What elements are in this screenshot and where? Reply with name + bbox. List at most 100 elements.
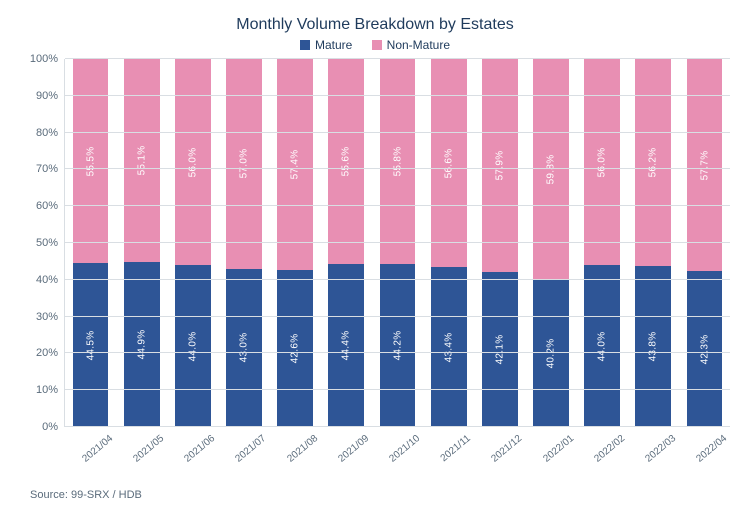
legend-label-non-mature: Non-Mature: [387, 38, 450, 52]
bar-value-mature: 43.8%: [648, 331, 659, 361]
bar-segment-non-mature: 57.0%: [226, 59, 262, 269]
bar-segment-mature: 44.9%: [124, 262, 160, 427]
bar-value-mature: 44.5%: [85, 330, 96, 360]
bar-value-non-mature: 56.2%: [648, 147, 659, 177]
grid-line: [65, 95, 730, 96]
x-tick-label: 2022/01: [541, 433, 576, 465]
bar: 56.0% 44.0%: [584, 59, 620, 427]
y-axis: 0%10%20%30%40%50%60%70%80%90%100%: [20, 59, 64, 427]
y-tick-label: 40%: [36, 274, 58, 286]
bar: 55.5% 44.5%: [73, 59, 109, 427]
bar-segment-non-mature: 56.6%: [431, 59, 467, 267]
bar: 56.2% 43.8%: [635, 59, 671, 427]
bar-segment-non-mature: 57.9%: [482, 59, 518, 272]
swatch-non-mature: [372, 40, 382, 50]
bar-value-mature: 44.0%: [187, 331, 198, 361]
bar-column: 57.7% 42.3%: [679, 59, 730, 427]
chart-title: Monthly Volume Breakdown by Estates: [20, 16, 730, 34]
x-tick-label: 2022/02: [592, 433, 627, 465]
bar: 57.9% 42.1%: [482, 59, 518, 427]
x-tick: 2021/04: [64, 427, 115, 485]
bar-segment-non-mature: 55.8%: [380, 59, 416, 264]
x-tick-label: 2021/11: [439, 433, 473, 464]
bar-segment-mature: 44.5%: [73, 263, 109, 427]
bar-value-non-mature: 57.0%: [239, 149, 250, 179]
bar-segment-non-mature: 57.4%: [277, 59, 313, 270]
bar: 57.7% 42.3%: [687, 59, 723, 427]
bar-segment-mature: 44.0%: [584, 265, 620, 427]
bar-value-non-mature: 55.6%: [341, 146, 352, 176]
grid-line: [65, 168, 730, 169]
grid-line: [65, 279, 730, 280]
bar-column: 56.0% 44.0%: [167, 59, 218, 427]
x-tick-label: 2021/12: [490, 433, 525, 465]
bar-column: 55.5% 44.5%: [65, 59, 116, 427]
bar-value-mature: 42.1%: [494, 335, 505, 365]
grid-line: [65, 205, 730, 206]
bar: 57.0% 43.0%: [226, 59, 262, 427]
swatch-mature: [300, 40, 310, 50]
grid-line: [65, 316, 730, 317]
bar-segment-non-mature: 55.6%: [328, 59, 364, 264]
plot-area: 55.5% 44.5% 55.1% 44.9% 56.0% 44.0% 57.0% 43.0%…: [64, 59, 730, 427]
grid-line: [65, 132, 730, 133]
bar-column: 55.1% 44.9%: [116, 59, 167, 427]
bar-segment-mature: 43.8%: [635, 266, 671, 427]
bar-value-non-mature: 57.7%: [699, 150, 710, 180]
bar: 55.1% 44.9%: [124, 59, 160, 427]
x-tick-label: 2022/04: [695, 433, 730, 465]
x-tick-label: 2021/06: [182, 433, 217, 465]
bar: 59.8%40.2%: [533, 59, 569, 427]
x-tick: 2022/03: [628, 427, 679, 485]
bar-value-non-mature: 55.5%: [85, 146, 96, 176]
bar: 56.0% 44.0%: [175, 59, 211, 427]
bar-segment-non-mature: 57.7%: [687, 59, 723, 271]
y-tick-label: 10%: [36, 384, 58, 396]
bar-segment-non-mature: 55.1%: [124, 59, 160, 262]
bar-column: 55.8% 44.2%: [372, 59, 423, 427]
legend-label-mature: Mature: [315, 38, 352, 52]
source-text: Source: 99-SRX / HDB: [20, 489, 730, 501]
x-tick: 2022/04: [679, 427, 730, 485]
bar-segment-mature: 44.4%: [328, 264, 364, 427]
bar-value-non-mature: 56.0%: [597, 147, 608, 177]
bar-value-mature: 44.9%: [136, 329, 147, 359]
bar-value-mature: 42.3%: [699, 334, 710, 364]
y-tick-label: 90%: [36, 90, 58, 102]
bar-column: 56.2% 43.8%: [628, 59, 679, 427]
bar-value-non-mature: 55.1%: [136, 145, 147, 175]
bar-value-mature: 43.0%: [239, 333, 250, 363]
x-tick-label: 2021/04: [80, 433, 115, 465]
x-tick: 2022/01: [525, 427, 576, 485]
y-tick-label: 0%: [42, 421, 58, 433]
bar-segment-non-mature: 56.0%: [175, 59, 211, 265]
bar-segment-mature: 44.2%: [380, 264, 416, 427]
x-tick-label: 2021/09: [336, 433, 371, 465]
bar-value-non-mature: 57.4%: [290, 150, 301, 180]
bar-value-mature: 44.2%: [392, 331, 403, 361]
x-tick-label: 2022/03: [644, 433, 679, 465]
bar: 55.8% 44.2%: [380, 59, 416, 427]
y-tick-label: 60%: [36, 200, 58, 212]
x-tick: 2021/09: [320, 427, 371, 485]
x-tick: 2021/12: [474, 427, 525, 485]
x-axis: 2021/042021/052021/062021/072021/082021/…: [64, 427, 730, 485]
legend-item-non-mature: Non-Mature: [372, 38, 450, 52]
chart-container: Monthly Volume Breakdown by Estates Matu…: [0, 0, 750, 513]
bar: 55.6% 44.4%: [328, 59, 364, 427]
y-tick-label: 100%: [30, 53, 58, 65]
bar: 56.6% 43.4%: [431, 59, 467, 427]
bar-segment-mature: 42.6%: [277, 270, 313, 427]
bar-column: 56.0% 44.0%: [577, 59, 628, 427]
bar-segment-non-mature: 55.5%: [73, 59, 109, 263]
bar-column: 57.4% 42.6%: [270, 59, 321, 427]
bar-value-mature: 44.0%: [597, 331, 608, 361]
bar: 57.4% 42.6%: [277, 59, 313, 427]
bar-value-mature: 44.4%: [341, 330, 352, 360]
bar-value-mature: 43.4%: [443, 332, 454, 362]
bar-segment-mature: 44.0%: [175, 265, 211, 427]
y-tick-label: 70%: [36, 163, 58, 175]
bar-column: 55.6% 44.4%: [321, 59, 372, 427]
grid-line: [65, 352, 730, 353]
y-tick-label: 80%: [36, 127, 58, 139]
